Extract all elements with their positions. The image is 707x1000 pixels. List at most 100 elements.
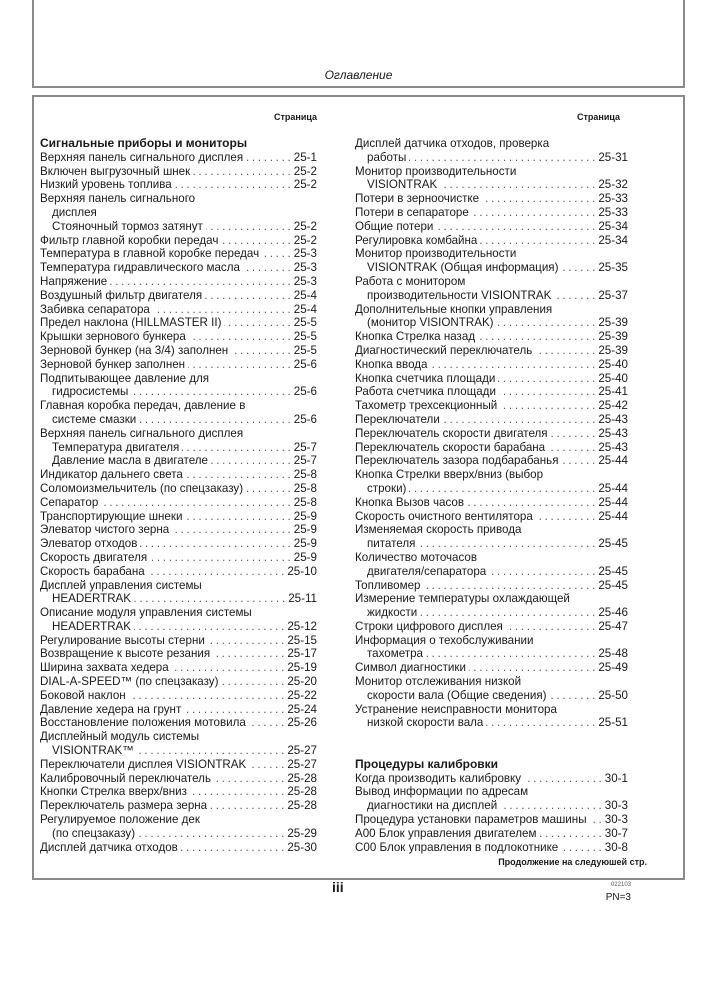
toc-entry[interactable]: Соломоизмельчитель (по спецзаказу) 25-8 xyxy=(40,482,317,496)
toc-entry[interactable]: Фильтр главной коробки передач 25-2 xyxy=(40,234,317,248)
toc-entry[interactable]: Сепаратор 25-8 xyxy=(40,496,317,510)
toc-entry[interactable]: Монитор отслеживания низкой скорости вала… xyxy=(355,675,628,703)
toc-entry[interactable]: Кнопка ввода 25-40 xyxy=(355,358,628,372)
dot-leader xyxy=(506,620,596,634)
toc-entry[interactable]: Потери в сепараторе 25-33 xyxy=(355,206,628,220)
toc-entry[interactable]: Элеватор отходов 25-9 xyxy=(40,537,317,551)
toc-entry[interactable]: Скорость очистного вентилятора 25-44 xyxy=(355,510,628,524)
toc-entry[interactable]: Ширина захвата хедера 25-19 xyxy=(40,661,317,675)
toc-entry[interactable]: Символ диагностики 25-49 xyxy=(355,661,628,675)
toc-line: Верхняя панель сигнального дисплея xyxy=(40,427,317,441)
toc-entry[interactable]: Потери в зерноочистке 25-33 xyxy=(355,192,628,206)
toc-entry[interactable]: Зерновой бункер (на 3/4) заполнен 25-5 xyxy=(40,344,317,358)
toc-line: производительности VISIONTRAK 25-37 xyxy=(355,289,628,303)
toc-entry[interactable]: Калибровочный переключатель 25-28 xyxy=(40,772,317,786)
toc-entry[interactable]: Включен выгрузочный шнек 25-2 xyxy=(40,165,317,179)
toc-entry-title: Процедура установки параметров машины xyxy=(355,813,587,827)
toc-entry[interactable]: Температура двигателя 25-7 xyxy=(40,441,317,455)
toc-entry[interactable]: Забивка сепаратора 25-4 xyxy=(40,303,317,317)
toc-entry[interactable]: Общие потери 25-34 xyxy=(355,220,628,234)
toc-line: Монитор производительности xyxy=(355,247,628,261)
toc-entry[interactable]: Элеватор чистого зерна 25-9 xyxy=(40,523,317,537)
toc-entry[interactable]: Давление хедера на грунт 25-24 xyxy=(40,703,317,717)
toc-entry[interactable]: Воздушный фильтр двигателя 25-4 xyxy=(40,289,317,303)
toc-entry[interactable]: Регулируемое положение дек (по спецзаказу… xyxy=(40,813,317,841)
dot-leader xyxy=(246,151,291,165)
toc-entry[interactable]: DIAL-A-SPEED™ (по спецзаказу) 25-20 xyxy=(40,675,317,689)
toc-entry-title: Индикатор дальнего света xyxy=(40,468,183,482)
toc-entry[interactable]: Тахометр трехсекционный 25-42 xyxy=(355,399,628,413)
toc-entry[interactable]: Возвращение к высоте резания 25-17 xyxy=(40,647,317,661)
toc-entry[interactable]: Предел наклона (HILLMASTER II) 25-5 xyxy=(40,316,317,330)
toc-entry[interactable]: Главная коробка передач, давление в систе… xyxy=(40,399,317,427)
toc-entry[interactable]: Устранение неисправности монитора низкой … xyxy=(355,703,628,731)
toc-line: Давление масла в двигателе 25-7 xyxy=(40,454,317,468)
toc-entry-title: Изменяемая скорость привода xyxy=(355,523,522,537)
toc-entry[interactable]: Переключатели дисплея VISIONTRAK 25-27 xyxy=(40,758,317,772)
toc-entry[interactable]: Переключатель зазора подбарабанья 25-44 xyxy=(355,454,628,468)
toc-entry[interactable]: Монитор производительности VISIONTRAK (Об… xyxy=(355,247,628,275)
toc-entry[interactable]: Строки цифрового дисплея 25-47 xyxy=(355,620,628,634)
toc-entry[interactable]: Когда производить калибровку 30-1 xyxy=(355,772,628,786)
toc-entry[interactable]: Работа счетчика площади 25-41 xyxy=(355,385,628,399)
toc-entry[interactable]: Описание модуля управления системы HEADER… xyxy=(40,606,317,634)
toc-entry[interactable]: Напряжение 25-3 xyxy=(40,275,317,289)
dot-leader xyxy=(190,785,284,799)
toc-entry-title: VISIONTRAK xyxy=(367,178,438,192)
toc-entry[interactable]: Переключатель скорости двигателя 25-43 xyxy=(355,427,628,441)
toc-entry[interactable]: Боковой наклон 25-22 xyxy=(40,689,317,703)
toc-entry[interactable]: Кнопка счетчика площади 25-40 xyxy=(355,372,628,386)
toc-entry[interactable]: Верхняя панель сигнального дисплея xyxy=(40,427,317,441)
dot-leader xyxy=(185,510,290,524)
toc-entry[interactable]: Работа с монитором производительности VIS… xyxy=(355,275,628,303)
toc-entry[interactable]: Давление масла в двигателе 25-7 xyxy=(40,454,317,468)
toc-entry[interactable]: Переключатели 25-43 xyxy=(355,413,628,427)
toc-entry[interactable]: Температура гидравлического масла 25-3 xyxy=(40,261,317,275)
toc-line: Соломоизмельчитель (по спецзаказу) 25-8 xyxy=(40,482,317,496)
toc-entry[interactable]: Верхняя панель сигнального дисплея Стояноч… xyxy=(40,192,317,233)
toc-entry[interactable]: Кнопки Стрелка вверх/вниз 25-28 xyxy=(40,785,317,799)
toc-entry[interactable]: Процедура установки параметров машины 30-… xyxy=(355,813,628,827)
toc-page-number: 25-33 xyxy=(598,192,628,206)
toc-entry[interactable]: Количество моточасов двигателя/сепаратора… xyxy=(355,551,628,579)
toc-entry[interactable]: Переключатель скорости барабана 25-43 xyxy=(355,441,628,455)
toc-entry-title: работы xyxy=(367,150,407,164)
dot-leader xyxy=(172,523,291,537)
dot-leader xyxy=(536,510,596,524)
toc-entry[interactable]: Дисплей датчика отходов 25-30 xyxy=(40,841,317,855)
toc-line: питателя 25-45 xyxy=(355,537,628,551)
toc-entry[interactable]: Скорость барабана 25-10 xyxy=(40,565,317,579)
toc-entry[interactable]: Температура в главной коробке передач 25-… xyxy=(40,247,317,261)
toc-entry[interactable]: Топливомер 25-45 xyxy=(355,579,628,593)
toc-entry[interactable]: Измерение температуры охлаждающей жидкост… xyxy=(355,592,628,620)
toc-entry[interactable]: Кнопка Стрелка назад 25-39 xyxy=(355,330,628,344)
toc-entry[interactable]: Скорость двигателя 25-9 xyxy=(40,551,317,565)
toc-entry[interactable]: Зерновой бункер заполнен 25-6 xyxy=(40,358,317,372)
toc-page-number: 25-6 xyxy=(293,385,317,399)
toc-entry[interactable]: Регулирование высоты стерни 25-15 xyxy=(40,634,317,648)
toc-entry[interactable]: Низкий уровень топлива 25-2 xyxy=(40,178,317,192)
toc-entry[interactable]: Регулировка комбайна 25-34 xyxy=(355,234,628,248)
toc-entry[interactable]: Индикатор дальнего света 25-8 xyxy=(40,468,317,482)
toc-entry-title: Монитор отслеживания низкой xyxy=(355,675,522,689)
toc-entry[interactable]: Транспортирующие шнеки 25-9 xyxy=(40,510,317,524)
toc-entry[interactable]: Диагностический переключатель 25-39 xyxy=(355,344,628,358)
toc-entry[interactable]: Кнопка Вызов часов 25-44 xyxy=(355,496,628,510)
toc-entry[interactable]: Верхняя панель сигнального дисплея 25-1 xyxy=(40,151,317,165)
toc-entry[interactable]: Вывод информации по адресам диагностики н… xyxy=(355,785,628,813)
toc-entry[interactable]: Дополнительные кнопки управления (монитор… xyxy=(355,303,628,331)
page-column-header-left: Страница xyxy=(274,112,318,122)
toc-entry[interactable]: A00 Блок управления двигателем 30-7 xyxy=(355,827,628,841)
toc-entry[interactable]: Восстановление положения мотовила 25-26 xyxy=(40,716,317,730)
toc-entry[interactable]: Переключатель размера зерна 25-28 xyxy=(40,799,317,813)
toc-entry[interactable]: C00 Блок управления в подлокотнике 30-8 xyxy=(355,841,628,855)
toc-entry[interactable]: Крышки зернового бункера 25-5 xyxy=(40,330,317,344)
